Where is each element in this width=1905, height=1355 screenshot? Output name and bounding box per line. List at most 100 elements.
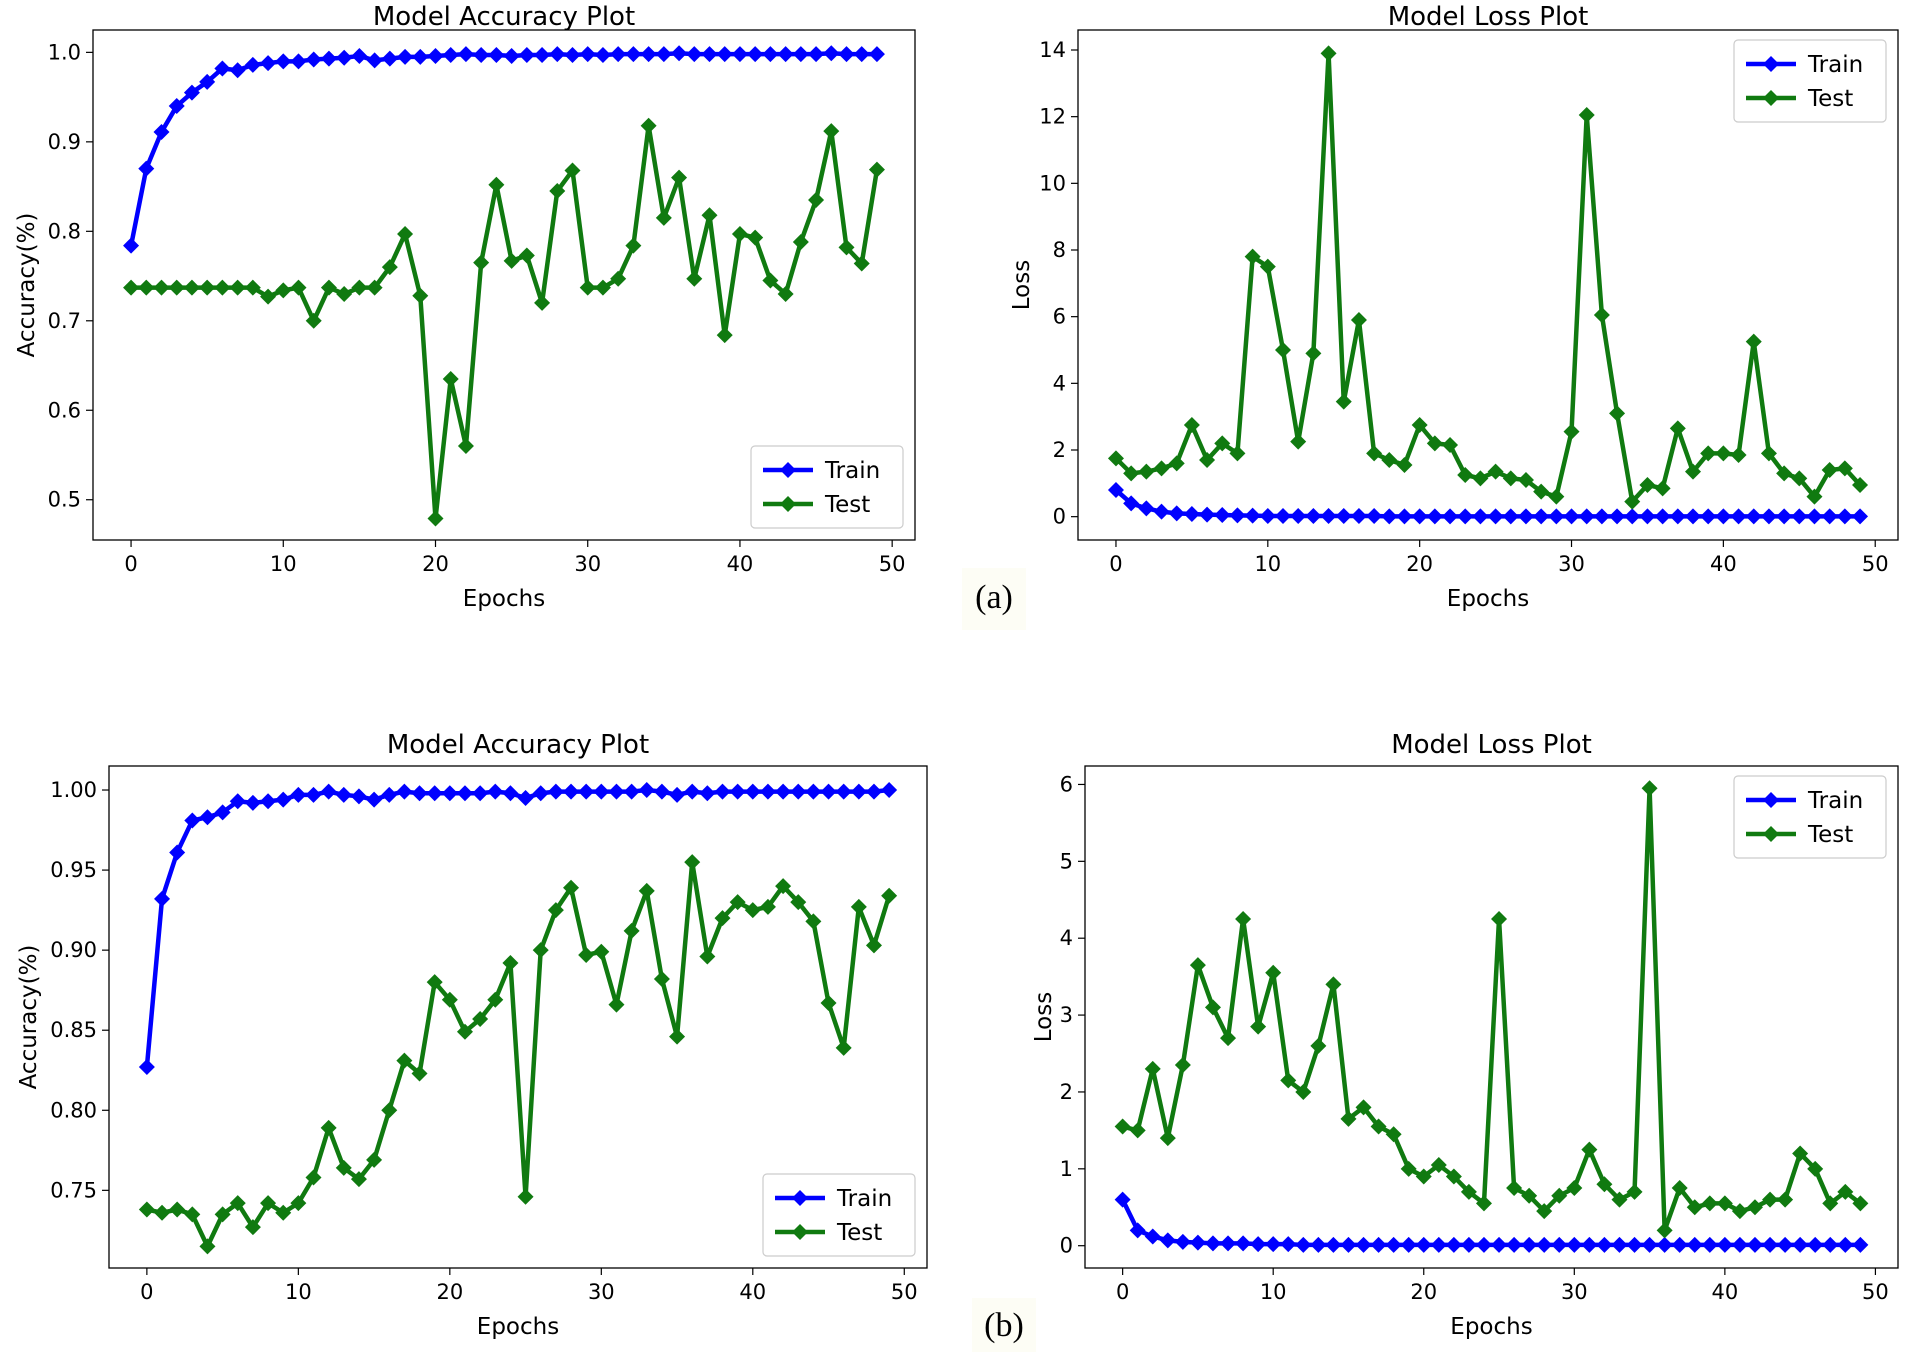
data-point-test: [1153, 460, 1170, 477]
data-point-test: [777, 285, 794, 302]
data-point-test: [1168, 455, 1185, 472]
data-point-train: [1641, 1236, 1658, 1253]
data-point-train: [1411, 508, 1428, 525]
data-point-train: [1760, 508, 1777, 525]
legend-label-test: Test: [1807, 86, 1853, 112]
data-point-train: [1821, 508, 1838, 525]
data-point-train: [457, 46, 474, 63]
legend: Train Test: [762, 1173, 916, 1257]
data-point-train: [640, 46, 657, 63]
data-point-test: [1244, 248, 1261, 265]
data-point-test: [701, 207, 718, 224]
data-point-test: [351, 279, 368, 296]
data-point-train: [686, 46, 703, 63]
data-point-train: [214, 60, 231, 77]
x-axis-label: Epochs: [1447, 586, 1529, 612]
data-point-train: [290, 53, 307, 70]
plot-frame: [1077, 29, 1899, 541]
data-point-train: [1776, 508, 1793, 525]
y-tick-label: 0.9: [48, 130, 81, 154]
data-point-train: [1445, 1236, 1462, 1253]
data-point-train: [1852, 508, 1869, 525]
y-tick-label: 0.95: [50, 858, 97, 882]
data-point-test: [671, 169, 688, 186]
data-point-test: [199, 279, 216, 296]
x-tick-label: 50: [891, 1280, 918, 1304]
legend-marker-test: [792, 1224, 808, 1240]
y-tick-label: 0.75: [50, 1178, 97, 1202]
data-point-test: [1189, 957, 1206, 974]
data-point-train: [1280, 1236, 1297, 1253]
data-point-train: [1168, 505, 1185, 522]
y-tick-label: 4: [1053, 371, 1066, 395]
data-point-test: [1295, 1083, 1312, 1100]
data-point-test: [1502, 470, 1519, 487]
data-point-test: [472, 1011, 489, 1028]
data-point-test: [1199, 452, 1216, 468]
data-point-train: [744, 783, 761, 800]
data-point-train: [762, 46, 779, 63]
data-point-test: [1521, 1187, 1538, 1204]
data-point-train: [820, 783, 837, 800]
data-point-train: [1506, 1236, 1523, 1253]
data-point-train: [153, 124, 170, 140]
data-point-test: [1350, 312, 1367, 328]
data-point-test: [714, 910, 731, 927]
y-tick-label: 10: [1039, 171, 1066, 195]
data-point-test: [1366, 445, 1383, 462]
data-point-train: [138, 1059, 155, 1076]
data-point-test: [534, 294, 551, 311]
data-point-test: [1716, 1195, 1733, 1212]
x-axis-label: Epochs: [1450, 1314, 1532, 1340]
data-point-train: [275, 53, 292, 70]
legend-label-test: Test: [836, 1220, 882, 1246]
data-point-test: [1581, 1141, 1598, 1158]
data-point-train: [183, 84, 200, 101]
y-tick-label: 0.85: [50, 1018, 97, 1042]
data-point-train: [411, 785, 428, 802]
panel-label-b-bg: [972, 1298, 1036, 1352]
series-test: [123, 117, 885, 527]
data-point-test: [1731, 1203, 1748, 1220]
data-point-train: [168, 98, 185, 115]
data-point-train: [1335, 508, 1352, 524]
legend: Train Test: [1733, 39, 1887, 123]
data-point-test: [808, 192, 825, 208]
data-point-train: [1430, 1236, 1447, 1253]
data-point-test: [123, 279, 140, 296]
series-train: [138, 782, 898, 1076]
data-point-train: [1626, 1236, 1643, 1253]
data-point-train: [427, 47, 444, 64]
data-point-test: [790, 894, 807, 911]
data-point-train: [1220, 1235, 1237, 1252]
data-point-train: [594, 47, 611, 64]
data-point-train: [1807, 1236, 1824, 1253]
data-point-train: [472, 785, 489, 802]
data-point-train: [1715, 508, 1732, 525]
data-point-test: [1701, 1195, 1718, 1212]
data-point-train: [1460, 1236, 1477, 1253]
data-point-test: [1460, 1183, 1477, 1200]
data-point-train: [865, 783, 882, 800]
data-point-test: [1123, 465, 1140, 482]
data-point-train: [229, 793, 246, 810]
data-point-test: [487, 991, 504, 1008]
y-tick-label: 6: [1060, 772, 1073, 796]
legend-label-test: Test: [824, 492, 870, 518]
data-point-test: [1686, 1199, 1703, 1216]
data-point-test: [1596, 1176, 1613, 1193]
data-point-test: [229, 1195, 246, 1212]
legend-marker-test: [1763, 90, 1779, 106]
data-point-train: [1491, 1236, 1508, 1253]
data-point-test: [411, 1065, 428, 1082]
data-point-train: [351, 47, 368, 64]
data-point-test: [1792, 1145, 1809, 1162]
data-point-train: [610, 46, 627, 63]
data-point-train: [320, 50, 337, 67]
data-point-train: [412, 48, 429, 65]
y-tick-label: 0.7: [48, 309, 81, 333]
data-point-train: [1295, 1236, 1312, 1253]
y-tick-label: 8: [1053, 238, 1066, 262]
data-point-train: [320, 783, 337, 800]
data-point-test: [1517, 472, 1534, 488]
